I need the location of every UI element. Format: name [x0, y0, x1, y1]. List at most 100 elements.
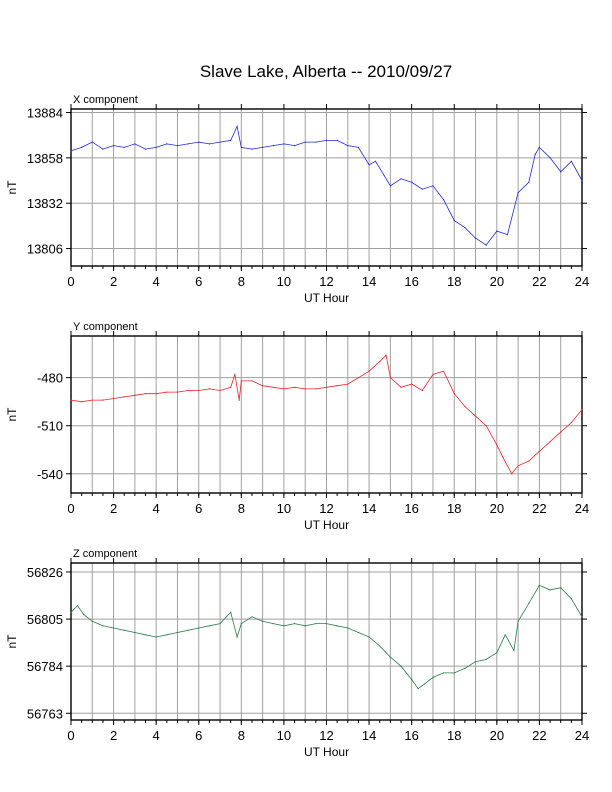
data-point — [379, 361, 381, 363]
x-tick-label: 18 — [447, 728, 461, 743]
data-point — [389, 377, 391, 379]
data-point — [283, 388, 285, 390]
data-point — [234, 373, 236, 375]
data-point — [464, 667, 466, 670]
data-point — [155, 636, 157, 638]
data-point — [379, 645, 381, 647]
data-point — [219, 389, 221, 392]
y-axis-label: nT — [5, 180, 19, 195]
data-point — [176, 631, 179, 634]
panel-label: X component — [73, 94, 138, 106]
data-point — [385, 354, 387, 356]
data-point — [517, 192, 519, 194]
data-point — [325, 139, 328, 141]
grid — [71, 109, 582, 266]
data-point — [325, 623, 328, 625]
data-point — [294, 145, 296, 147]
data-point — [134, 143, 136, 145]
data-point — [315, 623, 317, 625]
data-point — [236, 636, 238, 638]
data-point — [315, 388, 317, 390]
data-point — [534, 153, 536, 155]
data-point — [236, 125, 238, 127]
data-point — [240, 146, 242, 148]
data-point — [538, 146, 541, 148]
data-point — [347, 145, 349, 147]
data-point — [383, 174, 385, 176]
data-point — [91, 620, 93, 622]
data-point — [198, 389, 200, 392]
data-point — [357, 146, 359, 148]
data-point — [304, 625, 306, 627]
data-point — [251, 380, 253, 382]
grid — [71, 563, 582, 720]
data-point — [549, 589, 551, 591]
data-point — [443, 672, 445, 674]
data-point — [411, 181, 413, 183]
data-point — [485, 425, 487, 427]
data-point — [198, 141, 200, 143]
y-tick-label: 56784 — [27, 659, 63, 674]
data-point — [238, 399, 240, 401]
data-trace — [70, 125, 583, 246]
grid — [71, 336, 582, 493]
data-point — [517, 620, 519, 622]
y-tick-label: -540 — [37, 467, 63, 482]
data-point — [144, 393, 147, 395]
data-point — [432, 185, 434, 187]
data-point — [240, 623, 242, 625]
data-point — [581, 616, 583, 618]
data-point — [453, 393, 455, 395]
y-axis-label: nT — [5, 634, 19, 649]
x-tick-label: 14 — [362, 728, 376, 743]
x-tick-label: 0 — [67, 501, 74, 516]
data-point — [357, 631, 359, 634]
data-point — [208, 143, 210, 145]
data-point — [511, 473, 513, 475]
data-point — [70, 611, 72, 613]
data-point — [198, 627, 200, 629]
y-tick-label: -510 — [37, 419, 63, 434]
data-point — [560, 587, 562, 589]
data-point — [240, 380, 242, 382]
x-tick-label: 16 — [404, 728, 418, 743]
y-tick-label: 13884 — [27, 105, 63, 120]
data-point — [294, 623, 296, 625]
x-tick-label: 6 — [195, 728, 202, 743]
x-tick-label: 2 — [110, 274, 117, 289]
data-point — [496, 230, 498, 232]
x-tick-label: 12 — [319, 728, 333, 743]
x-tick-label: 0 — [67, 728, 74, 743]
data-point — [517, 465, 519, 467]
data-point — [453, 220, 455, 222]
data-point — [336, 385, 338, 387]
panel-label: Z component — [73, 548, 137, 560]
x-tick-label: 14 — [362, 501, 376, 516]
data-point — [347, 627, 349, 629]
data-point — [443, 370, 445, 372]
data-point — [208, 388, 210, 390]
data-point — [230, 139, 232, 141]
data-point — [166, 143, 168, 145]
x-tick-label: 4 — [153, 501, 160, 516]
x-tick-label: 18 — [447, 274, 461, 289]
x-tick-label: 18 — [447, 501, 461, 516]
data-point — [453, 672, 455, 674]
data-point — [272, 386, 274, 388]
data-point — [496, 444, 498, 446]
x-axis-label: UT Hour — [304, 745, 349, 759]
data-point — [570, 160, 573, 162]
x-tick-label: 24 — [575, 501, 589, 516]
data-point — [538, 584, 541, 587]
data-point — [417, 688, 419, 690]
data-point — [187, 389, 189, 392]
data-point — [528, 602, 530, 605]
data-point — [176, 145, 179, 147]
data-point — [432, 676, 434, 679]
y-tick-label: -480 — [37, 371, 63, 386]
data-point — [368, 164, 370, 166]
data-point — [123, 396, 125, 398]
data-point — [166, 391, 168, 393]
